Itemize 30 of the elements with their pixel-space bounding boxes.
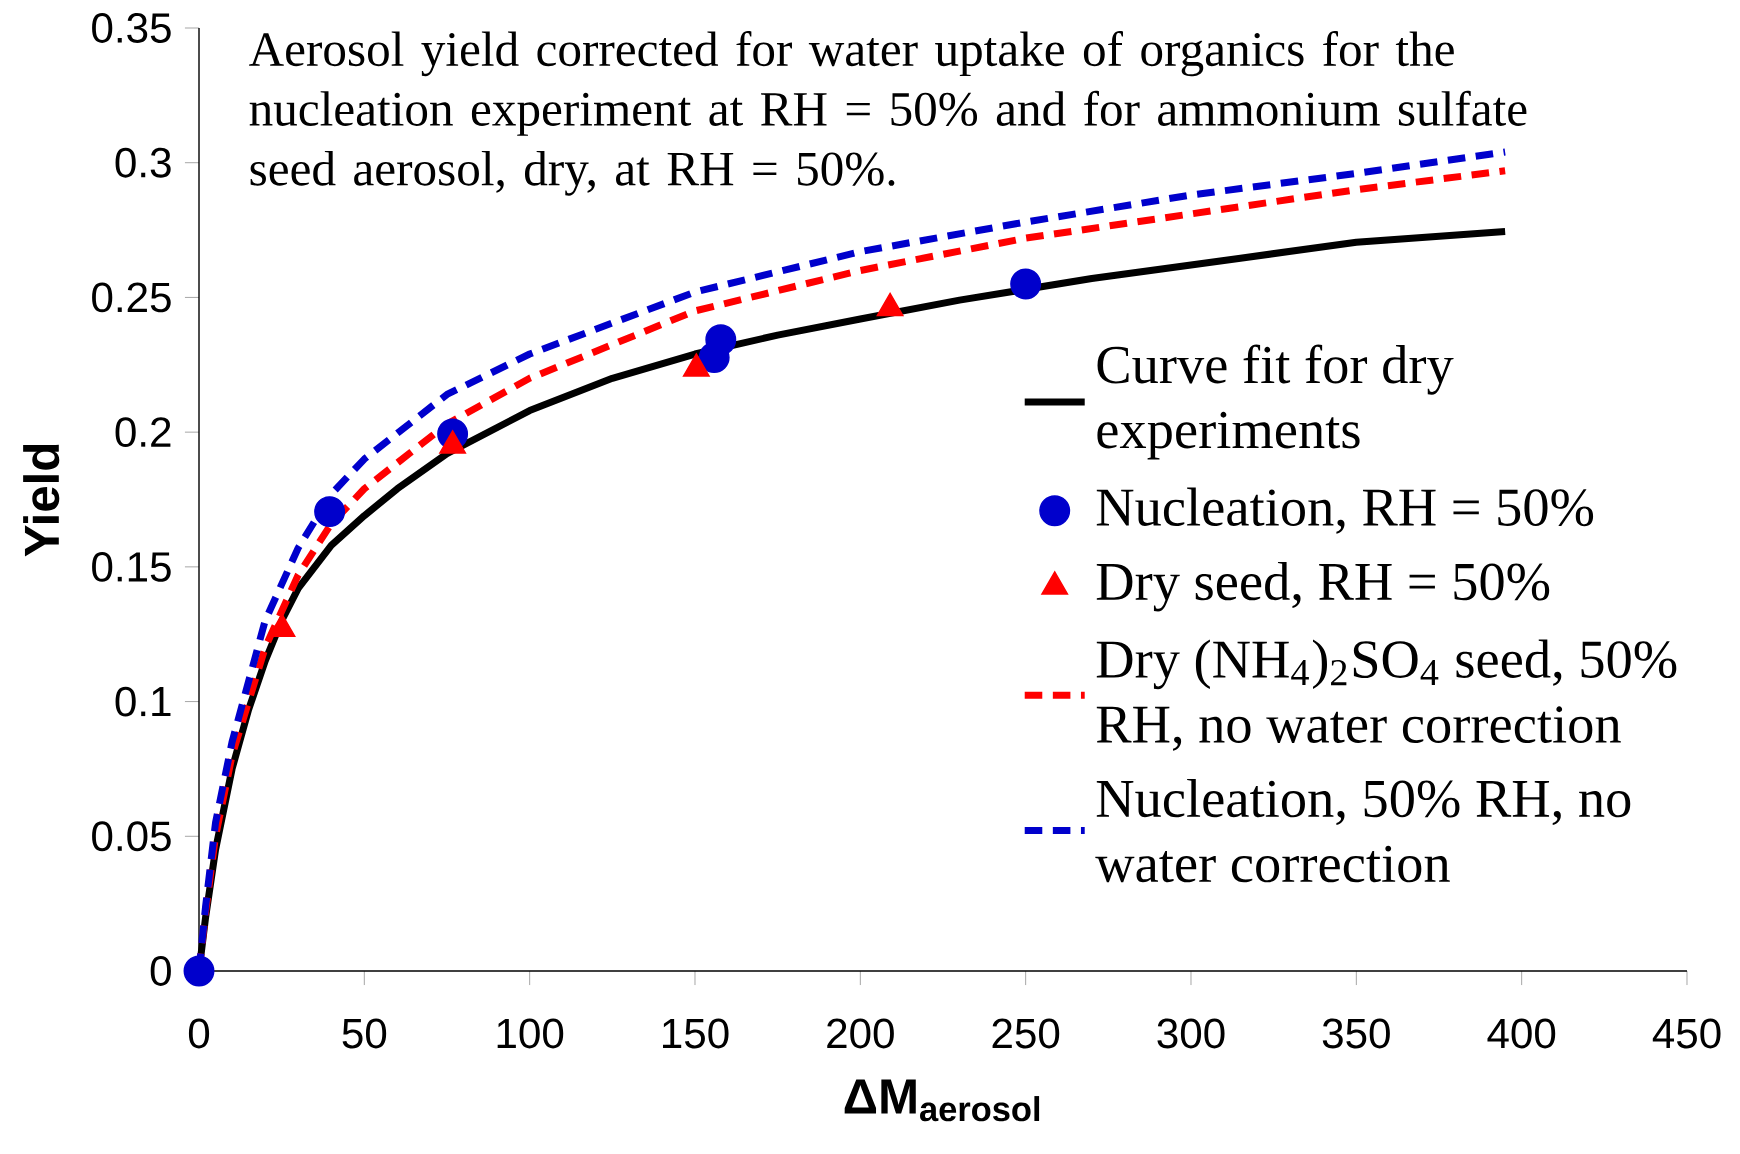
y-tick-label: 0.15 bbox=[92, 551, 171, 582]
x-tick-label: 250 bbox=[992, 1018, 1060, 1049]
legend-label: Nucleation, 50% RH, no water correction bbox=[1095, 778, 1631, 883]
y-tick-label: 0.3 bbox=[115, 147, 171, 178]
point bbox=[1010, 268, 1042, 300]
legend-label: Nucleation, RH = 50% bbox=[1096, 487, 1594, 534]
legend-label: Dry (NH$_{4}$)$_{2}$SO$_{4}$ seed, 50% RH, no water correction bbox=[1096, 639, 1677, 751]
y-tick-label: 0 bbox=[150, 956, 171, 986]
y-tick-label: 0.05 bbox=[92, 821, 171, 852]
x-tick-label: 100 bbox=[497, 1018, 564, 1049]
x-tick-label: 200 bbox=[827, 1018, 894, 1049]
y-tick-label: 0.1 bbox=[115, 686, 171, 717]
x-axis-title: ΔM$_{aerosol}$ bbox=[844, 1079, 1040, 1122]
x-tick-label: 350 bbox=[1322, 1018, 1390, 1049]
y-tick-label: 0.35 bbox=[92, 13, 171, 43]
y-tick-label: 0.25 bbox=[92, 282, 171, 313]
x-tick-label: 450 bbox=[1652, 1018, 1721, 1049]
legend-label: Curve fit for dry experiments bbox=[1097, 344, 1454, 460]
x-tick-label: 300 bbox=[1157, 1018, 1225, 1049]
x-tick-label: 400 bbox=[1487, 1018, 1556, 1049]
legend-label: Dry seed, RH = 50% bbox=[1096, 561, 1550, 612]
point bbox=[314, 496, 346, 528]
x-tick-label: 0 bbox=[188, 1018, 210, 1049]
x-tick-label: 50 bbox=[342, 1018, 387, 1049]
x-tick-label: 150 bbox=[663, 1018, 729, 1049]
y-tick-label: 0.2 bbox=[115, 417, 171, 448]
point bbox=[705, 324, 737, 356]
text: Aerosol yield corrected for water uptake of organics for the nucleation experiment at RH = 50% and for ammonium sulfate seed aerosol, dry, at RH = 50%. bbox=[249, 30, 1527, 196]
point bbox=[183, 955, 215, 987]
y-axis-title: Yield bbox=[23, 444, 60, 557]
